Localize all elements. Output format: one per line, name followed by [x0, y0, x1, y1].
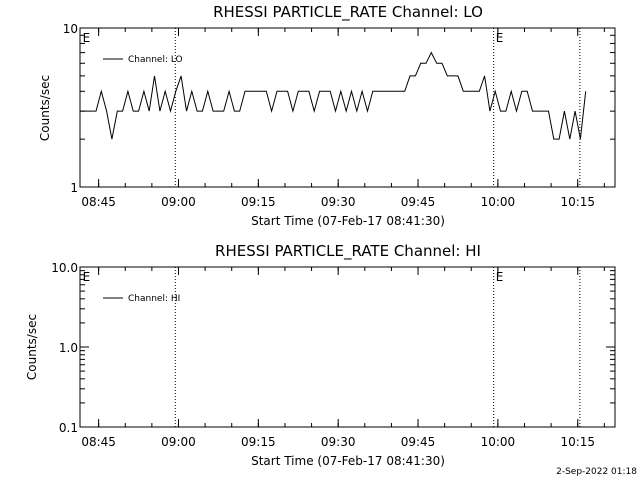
lo-x-tick-label: 09:30 [321, 195, 356, 209]
lo-event-lines [174, 28, 581, 187]
hi-y-axis-label: Counts/sec [25, 314, 39, 380]
hi-event-marker: E [496, 270, 504, 284]
hi-event-marker: E [83, 270, 91, 284]
hi-x-axis-label: Start Time (07-Feb-17 08:41:30) [251, 454, 445, 468]
hi-plot-frame [79, 266, 616, 428]
lo-x-tick-label: 09:00 [161, 195, 196, 209]
hi-x-tick-label: 10:15 [560, 435, 595, 449]
lo-event-marker: E [83, 31, 91, 45]
lo-x-tick-label: 10:15 [560, 195, 595, 209]
hi-x-tick-label: 09:00 [161, 435, 196, 449]
hi-x-tick-label: 09:30 [321, 435, 356, 449]
hi-x-tick-label: 10:00 [481, 435, 516, 449]
lo-x-tick-label: 09:45 [401, 195, 436, 209]
generation-date-label: 2-Sep-2022 01:18 [556, 467, 637, 477]
lo-event-marker: E [496, 31, 504, 45]
lo-series-line [80, 51, 587, 140]
hi-event-lines [174, 267, 581, 427]
hi-channel-panel: RHESSI PARTICLE_RATE Channel: HI Counts/… [25, 242, 616, 468]
lo-y-tick-label: 1 [70, 181, 78, 195]
lo-y-axis-label: Counts/sec [38, 75, 52, 141]
lo-x-tick-label: 08:45 [81, 195, 116, 209]
lo-legend-label: Channel: LO [128, 55, 183, 65]
lo-y-tick-label: 10 [63, 22, 78, 36]
lo-series-group [80, 51, 587, 140]
hi-y-tick-label: 1.0 [59, 341, 78, 355]
hi-axis-ticks: 08:45 09:00 09:15 09:30 09:45 10:00 10:15 0.1 1.… [51, 261, 615, 449]
hi-x-tick-label: 09:15 [241, 435, 276, 449]
hi-legend: Channel: HI [103, 294, 180, 304]
hi-x-tick-label: 08:45 [81, 435, 116, 449]
lo-axis-ticks: 08:45 09:00 09:15 09:30 09:45 10:00 10:15 1 10 [63, 22, 615, 209]
lo-legend: Channel: LO [103, 55, 183, 65]
hi-y-tick-label: 0.1 [59, 421, 78, 435]
lo-channel-panel: RHESSI PARTICLE_RATE Channel: LO Counts/… [38, 3, 616, 228]
hi-legend-label: Channel: HI [128, 294, 180, 304]
hi-x-tick-label: 09:45 [401, 435, 436, 449]
lo-chart-title: RHESSI PARTICLE_RATE Channel: LO [213, 3, 483, 22]
lo-x-tick-label: 10:00 [481, 195, 516, 209]
lo-plot-frame [79, 27, 616, 188]
hi-chart-title: RHESSI PARTICLE_RATE Channel: HI [215, 242, 481, 261]
lo-x-tick-label: 09:15 [241, 195, 276, 209]
lo-x-axis-label: Start Time (07-Feb-17 08:41:30) [251, 214, 445, 228]
hi-y-tick-label: 10.0 [51, 261, 78, 275]
